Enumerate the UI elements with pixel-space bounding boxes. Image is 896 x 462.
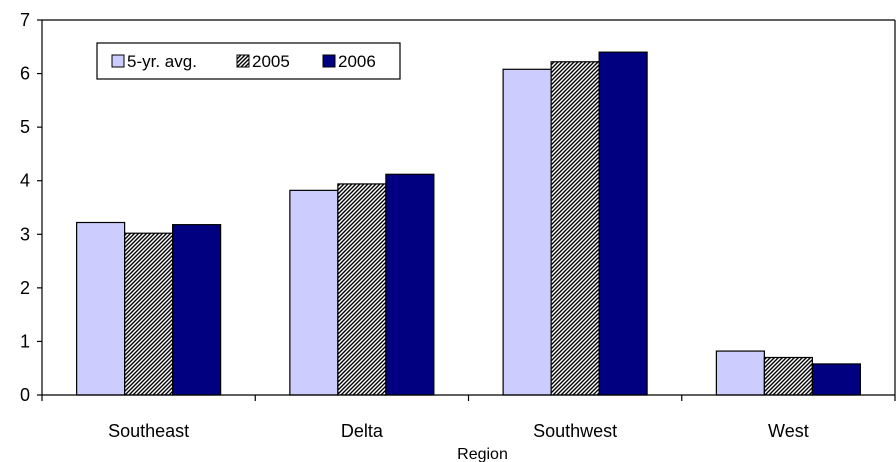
y-tick-label: 2 bbox=[20, 278, 30, 298]
y-tick-label: 7 bbox=[20, 10, 30, 30]
bar-southeast-2005 bbox=[124, 232, 174, 396]
category-label-west: West bbox=[768, 421, 809, 441]
legend-label-2006: 2006 bbox=[338, 52, 376, 71]
legend-label-5-yr-avg: 5-yr. avg. bbox=[127, 52, 197, 71]
bar-west-2006 bbox=[811, 363, 861, 396]
bar-southeast-2006 bbox=[172, 224, 222, 396]
category-label-southwest: Southwest bbox=[533, 421, 617, 441]
bar-southeast-5-yr-avg bbox=[76, 221, 126, 396]
bar-southwest-2005 bbox=[550, 61, 600, 396]
bar-southwest-2006 bbox=[598, 51, 648, 396]
y-tick-label: 5 bbox=[20, 117, 30, 137]
legend-swatch-2005 bbox=[236, 54, 250, 68]
bar-delta-2006 bbox=[385, 173, 435, 396]
bars-layer bbox=[76, 51, 861, 396]
bar-west-5-yr-avg bbox=[715, 350, 765, 396]
y-tick-label: 1 bbox=[20, 331, 30, 351]
legend-label-2005: 2005 bbox=[252, 52, 290, 71]
y-tick-label: 4 bbox=[20, 171, 30, 191]
legend-swatch-5-yr-avg bbox=[111, 54, 125, 68]
bar-delta-2005 bbox=[337, 183, 387, 396]
x-axis-categories: Southeast Delta Southwest West bbox=[108, 421, 809, 441]
legend-swatch-2006 bbox=[322, 54, 336, 68]
category-label-southeast: Southeast bbox=[108, 421, 189, 441]
y-axis-ticks: 0 1 2 3 4 5 6 7 bbox=[20, 10, 42, 405]
y-tick-label: 0 bbox=[20, 385, 30, 405]
y-tick-label: 3 bbox=[20, 224, 30, 244]
legend: 5-yr. avg. 2005 2006 bbox=[96, 42, 401, 80]
y-tick-label: 6 bbox=[20, 64, 30, 84]
bar-southwest-5-yr-avg bbox=[502, 68, 552, 396]
axes bbox=[41, 19, 896, 401]
bar-west-2005 bbox=[763, 356, 813, 396]
x-axis-title: Region bbox=[457, 446, 508, 462]
bar-delta-5-yr-avg bbox=[289, 189, 339, 396]
category-label-delta: Delta bbox=[341, 421, 384, 441]
